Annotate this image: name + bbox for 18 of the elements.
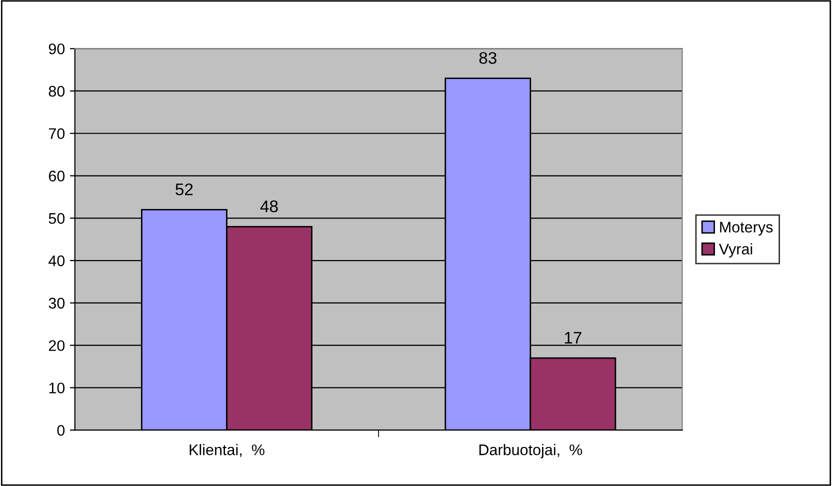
data-label: 48 [260,200,278,212]
y-tick-label: 0 [57,424,65,436]
data-label: 83 [479,52,496,64]
y-tick-label: 90 [48,43,65,54]
y-tick-label: 80 [48,86,65,97]
y-tick-label: 40 [48,255,65,266]
y-tick-label: 30 [48,298,65,309]
data-label: 17 [564,332,582,344]
x-tick-label: Darbuotojai, % [479,444,582,458]
data-label: 52 [176,183,193,196]
y-tick-label: 50 [48,213,65,224]
y-tick-label: 70 [48,128,65,140]
legend-label: Vyrai [718,243,752,258]
x-tick-label: Klientai, % [190,444,264,458]
y-tick-label: 10 [49,382,65,394]
y-tick-label: 20 [48,340,65,352]
legend-label: Moterys [720,222,773,236]
y-tick-label: 60 [48,170,65,182]
